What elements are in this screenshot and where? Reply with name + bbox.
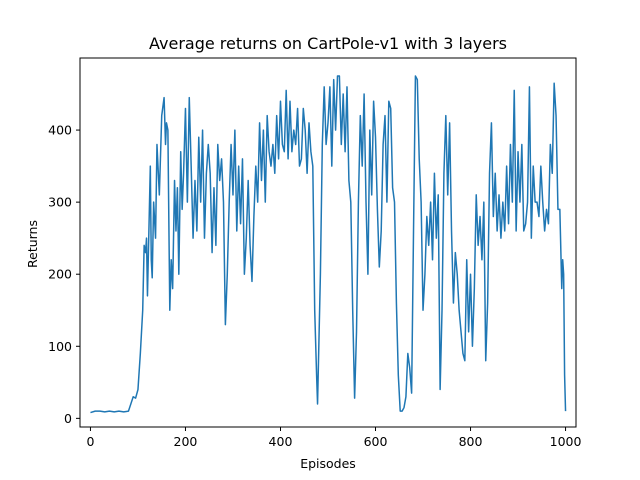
y-tick-label: 100 <box>48 339 72 354</box>
x-axis-ticks: 0 200 400 600 800 1000 <box>86 427 582 449</box>
y-tick-label: 400 <box>48 123 72 138</box>
x-axis-label: Episodes <box>300 456 356 471</box>
chart-title: Average returns on CartPole-v1 with 3 la… <box>149 34 507 53</box>
y-tick-label: 200 <box>48 267 72 282</box>
plot-area <box>90 75 567 414</box>
x-tick-label: 600 <box>364 434 388 449</box>
y-tick-label: 300 <box>48 195 72 210</box>
y-tick-label: 0 <box>64 411 72 426</box>
x-tick-label: 800 <box>459 434 483 449</box>
x-tick-label: 400 <box>269 434 293 449</box>
x-tick-label: 1000 <box>550 434 582 449</box>
series-line-0 <box>90 75 567 414</box>
x-tick-label: 200 <box>174 434 198 449</box>
y-axis-ticks: 0 100 200 300 400 <box>48 123 80 426</box>
x-tick-label: 0 <box>86 434 94 449</box>
y-axis-label: Returns <box>25 220 40 268</box>
plot-frame <box>79 57 577 428</box>
